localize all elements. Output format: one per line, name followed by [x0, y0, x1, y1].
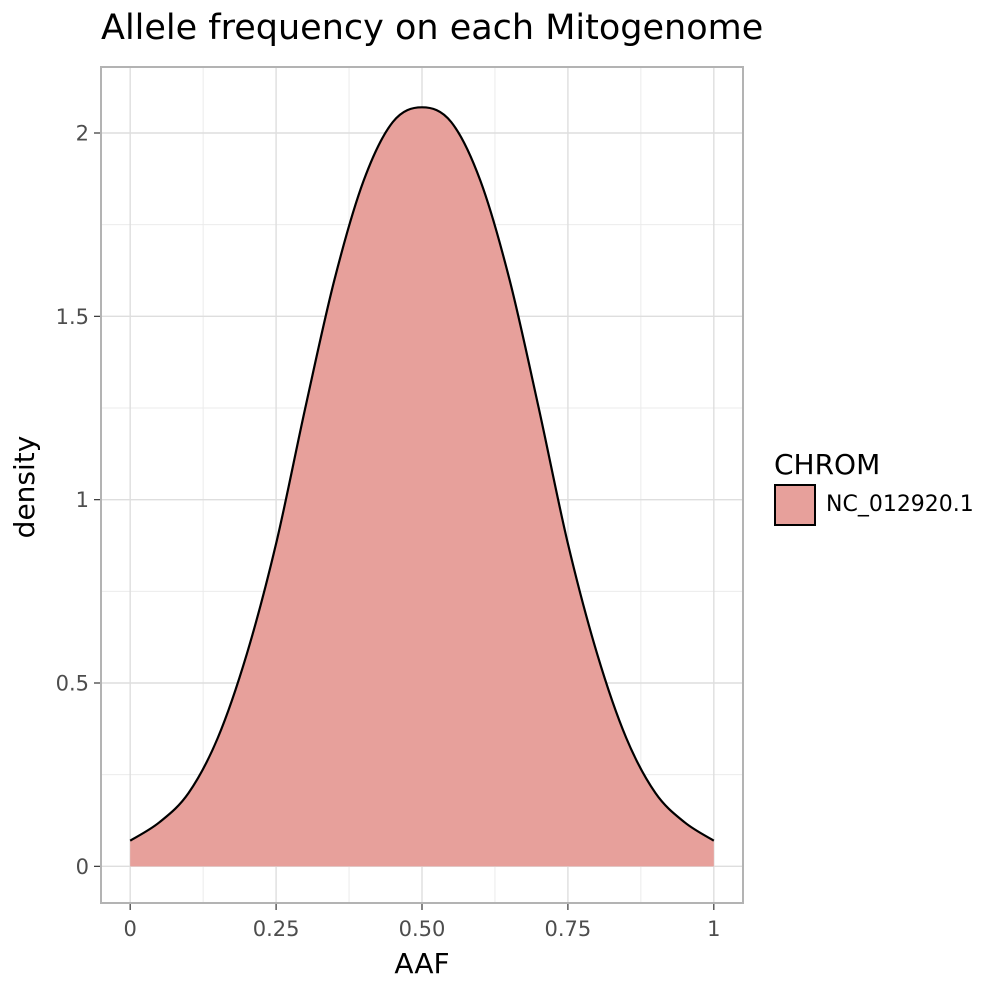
- legend-key-swatch: [774, 484, 816, 526]
- y-axis-ticks: 0 0.5 1 1.5 2: [56, 122, 100, 879]
- legend-title: CHROM: [774, 448, 880, 481]
- density-line-nc-012920-1: [129, 106, 715, 842]
- y-axis-title: density: [8, 436, 41, 539]
- y-tick-label: 0.5: [56, 672, 89, 696]
- x-axis-ticks: 0 0.25 0.50 0.75 1: [123, 904, 721, 941]
- x-tick-label: 0: [123, 917, 136, 941]
- legend-entry-label: NC_012920.1: [826, 492, 974, 517]
- y-tick-label: 2: [76, 122, 89, 146]
- panel-border: [100, 66, 744, 904]
- y-tick-label: 1: [76, 488, 89, 512]
- chart-title: Allele frequency on each Mitogenome: [101, 8, 763, 48]
- x-tick-label: 0.25: [253, 917, 300, 941]
- legend: CHROM NC_012920.1: [774, 448, 974, 526]
- x-tick-label: 0.75: [545, 917, 592, 941]
- x-axis-title: AAF: [394, 947, 449, 980]
- y-tick-label: 0: [76, 855, 89, 879]
- x-tick-label: 1: [707, 917, 720, 941]
- x-tick-label: 0.50: [399, 917, 446, 941]
- density-area-nc-012920-1: [130, 107, 714, 867]
- y-tick-label: 1.5: [56, 305, 89, 329]
